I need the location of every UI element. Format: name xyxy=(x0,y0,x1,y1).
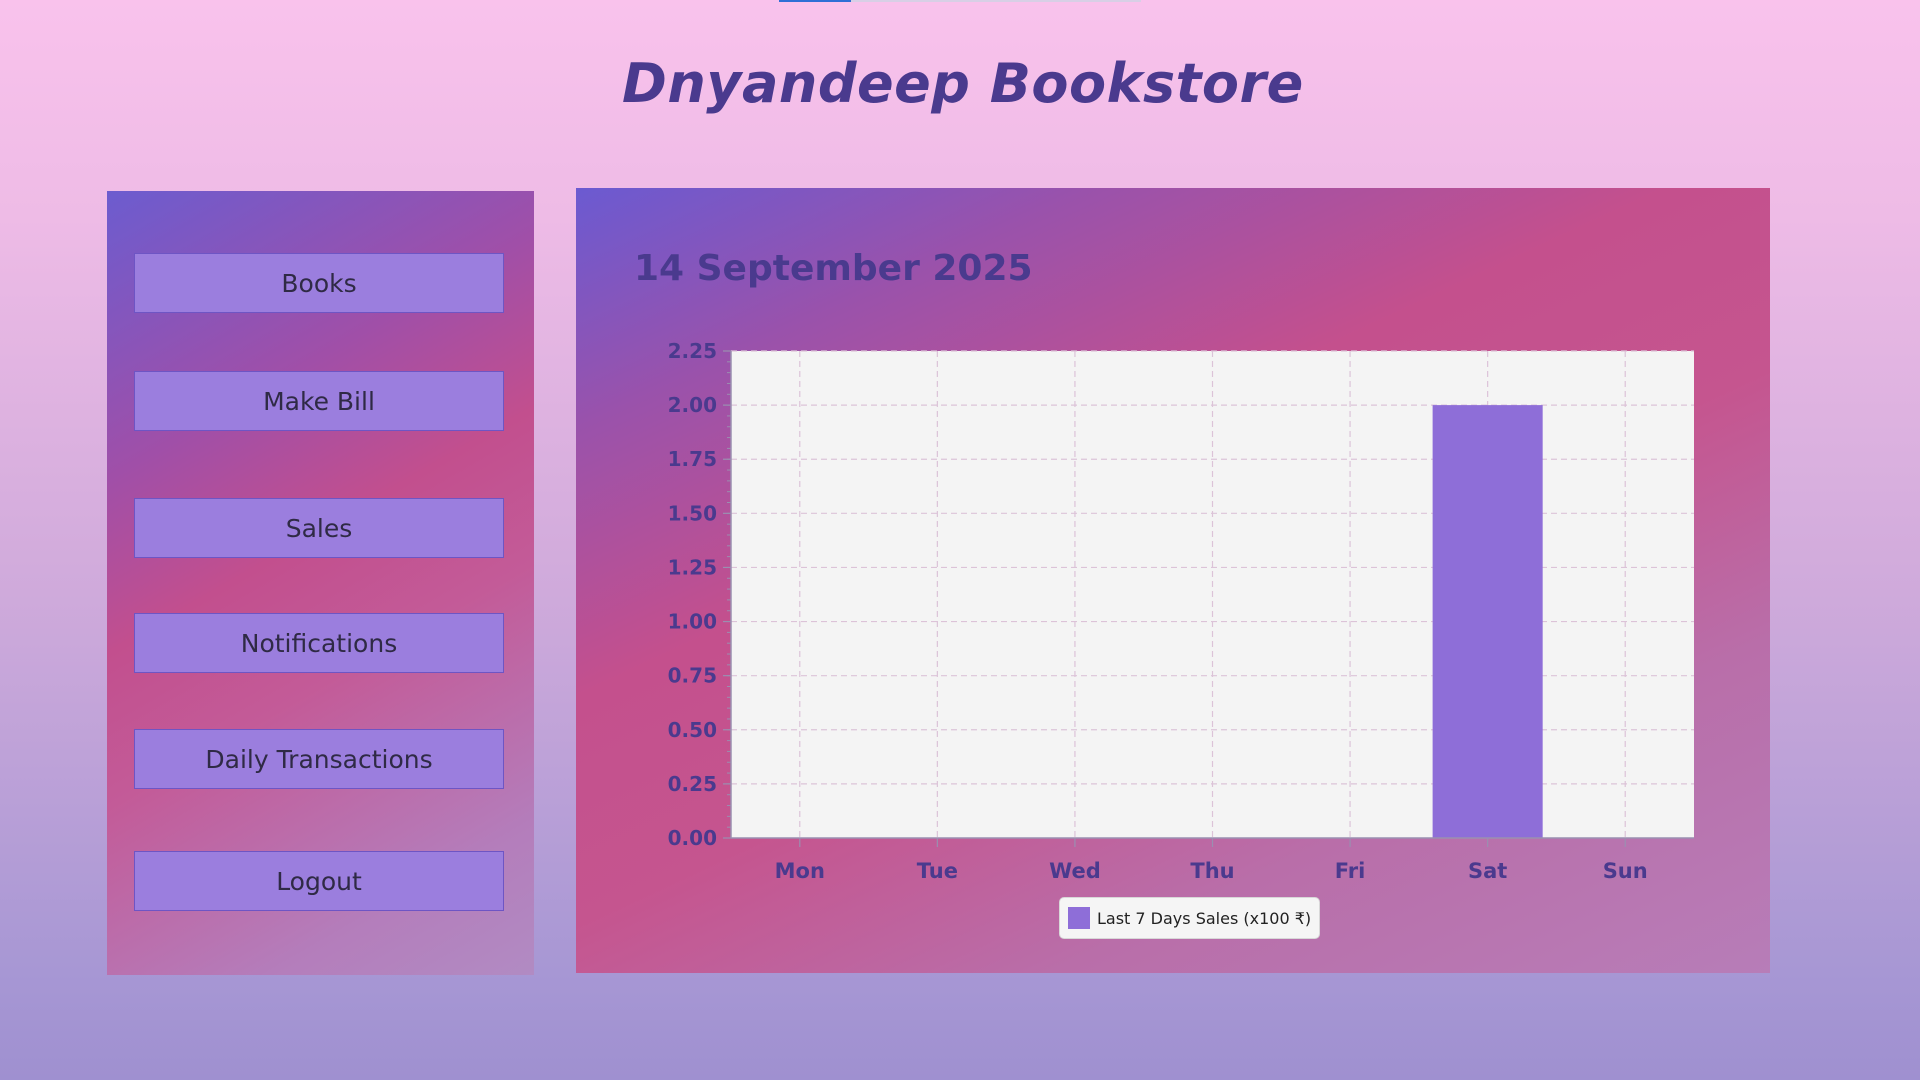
legend-label: Last 7 Days Sales (x100 ₹) xyxy=(1097,908,1312,928)
x-tick-label: Wed xyxy=(1049,859,1101,883)
bar-sat xyxy=(1432,405,1543,838)
y-tick-label: 0.00 xyxy=(668,826,717,850)
make-bill-button[interactable]: Make Bill xyxy=(134,371,504,431)
sales-bar-chart: 0.00 0.25 0.50 0.75 1.00 1.25 1.50 1.75 2.00 2.25… xyxy=(668,339,1694,883)
logout-button[interactable]: Logout xyxy=(134,851,504,911)
x-tick-label: Sat xyxy=(1468,859,1507,883)
top-tab-indicator xyxy=(779,0,851,2)
y-tick-label: 2.25 xyxy=(668,339,717,363)
app-title: Dnyandeep Bookstore xyxy=(622,52,1304,115)
y-tick-label: 0.50 xyxy=(668,718,717,742)
legend-swatch xyxy=(1068,907,1090,929)
x-tick-label: Sun xyxy=(1603,859,1648,883)
x-tick-label: Tue xyxy=(917,859,958,883)
top-tab-strip xyxy=(779,0,1141,2)
chart-legend: Last 7 Days Sales (x100 ₹) xyxy=(1059,897,1321,939)
x-tick-label: Mon xyxy=(775,859,825,883)
daily-transactions-button[interactable]: Daily Transactions xyxy=(134,729,504,789)
y-tick-label: 0.25 xyxy=(668,772,717,796)
y-tick-label: 2.00 xyxy=(668,393,717,417)
date-title: 14 September 2025 xyxy=(634,248,1033,289)
y-tick-label: 1.50 xyxy=(668,501,717,525)
y-tick-label: 1.00 xyxy=(668,610,717,634)
notifications-button[interactable]: Notifications xyxy=(134,613,504,673)
main-panel: 14 September 2025 0.00 0.25 0.50 0.75 1.00 1.… xyxy=(576,188,1770,973)
sidebar: Books Make Bill Sales Notifications Dail… xyxy=(107,191,534,975)
y-tick-label: 1.25 xyxy=(668,555,717,579)
y-tick-label: 1.75 xyxy=(668,447,717,471)
x-tick-label: Thu xyxy=(1190,859,1234,883)
sales-button[interactable]: Sales xyxy=(134,498,504,558)
books-button[interactable]: Books xyxy=(134,253,504,313)
x-tick-label: Fri xyxy=(1335,859,1366,883)
y-tick-label: 0.75 xyxy=(668,664,717,688)
